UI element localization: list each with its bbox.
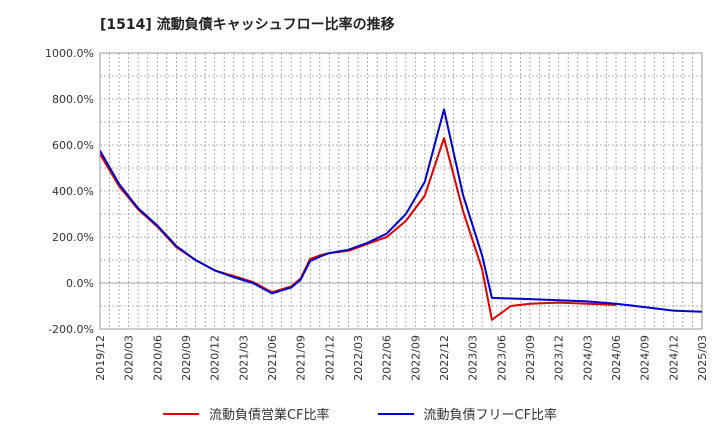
x-tick-label: 2020/03: [123, 335, 136, 381]
y-tick-label: 1000.0%: [45, 47, 94, 60]
x-tick-label: 2020/06: [151, 335, 164, 381]
x-tick-label: 2023/03: [467, 335, 480, 381]
x-tick-label: 2020/12: [209, 335, 222, 381]
legend-item-free-cf: 流動負債フリーCF比率: [377, 404, 558, 423]
x-tick-label: 2023/06: [495, 335, 508, 381]
x-tick-label: 2021/12: [323, 335, 336, 381]
x-tick-label: 2019/12: [94, 335, 107, 381]
legend-label-free-cf: 流動負債フリーCF比率: [423, 408, 558, 423]
legend-swatch-operating-cf: [162, 412, 199, 415]
x-tick-label: 2024/09: [639, 335, 652, 381]
x-tick-label: 2022/06: [381, 335, 394, 381]
x-tick-label: 2023/12: [553, 335, 566, 381]
x-tick-label: 2020/09: [180, 335, 193, 381]
x-tick-label: 2022/12: [438, 335, 451, 381]
x-tick-label: 2024/12: [667, 335, 680, 381]
legend-swatch-free-cf: [377, 412, 414, 415]
x-tick-label: 2024/06: [610, 335, 623, 381]
x-tick-label: 2025/03: [696, 335, 709, 381]
chart-title: [1514] 流動負債キャッシュフロー比率の推移: [100, 17, 395, 33]
series-line-free-cf: [100, 108, 702, 313]
y-tick-label: -200.0%: [48, 323, 94, 336]
y-tick-label: 800.0%: [52, 93, 94, 106]
x-tick-label: 2023/09: [524, 335, 537, 381]
x-tick-label: 2021/06: [266, 335, 279, 381]
y-tick-label: 200.0%: [52, 231, 94, 244]
y-tick-label: 400.0%: [52, 185, 94, 198]
legend: 流動負債営業CF比率 流動負債フリーCF比率: [0, 404, 720, 423]
x-tick-label: 2024/03: [581, 335, 594, 381]
x-tick-label: 2021/09: [295, 335, 308, 381]
legend-label-operating-cf: 流動負債営業CF比率: [208, 408, 330, 423]
y-tick-label: 0.0%: [66, 277, 94, 290]
x-tick-label: 2022/09: [409, 335, 422, 381]
legend-item-operating-cf: 流動負債営業CF比率: [162, 404, 330, 423]
x-tick-label: 2022/03: [352, 335, 365, 381]
x-tick-label: 2021/03: [237, 335, 250, 381]
y-tick-label: 600.0%: [52, 139, 94, 152]
